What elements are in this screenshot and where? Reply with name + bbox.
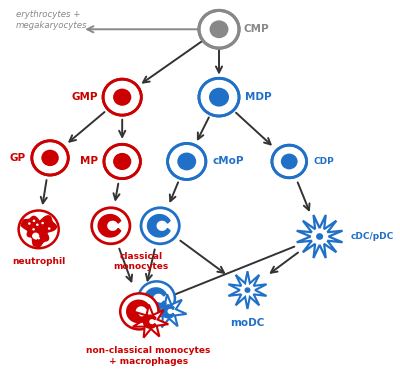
Text: MDP: MDP <box>245 92 272 102</box>
Text: CMP: CMP <box>244 24 269 34</box>
Polygon shape <box>133 304 168 338</box>
Polygon shape <box>297 215 342 258</box>
Circle shape <box>37 237 40 239</box>
Circle shape <box>120 293 158 330</box>
Polygon shape <box>127 300 149 323</box>
Text: classical
monocytes: classical monocytes <box>113 252 168 271</box>
Text: GP: GP <box>9 153 25 163</box>
Circle shape <box>48 227 50 230</box>
Circle shape <box>210 20 228 38</box>
Text: erythrocytes +
megakaryocytes: erythrocytes + megakaryocytes <box>16 10 87 30</box>
Circle shape <box>32 232 39 239</box>
Circle shape <box>41 222 44 224</box>
Circle shape <box>244 287 250 293</box>
Text: GMP: GMP <box>71 92 98 102</box>
Text: neutrophil: neutrophil <box>12 257 65 266</box>
Polygon shape <box>21 216 56 246</box>
Circle shape <box>37 146 63 170</box>
Text: non-classical monocytes
+ macrophages: non-classical monocytes + macrophages <box>86 346 211 366</box>
Text: cDC/pDC: cDC/pDC <box>350 232 394 241</box>
Circle shape <box>32 141 68 175</box>
Circle shape <box>32 228 35 231</box>
Circle shape <box>141 208 179 244</box>
Circle shape <box>110 149 135 173</box>
Circle shape <box>277 150 301 173</box>
Circle shape <box>41 150 59 166</box>
Polygon shape <box>148 215 170 237</box>
Circle shape <box>109 85 136 110</box>
Circle shape <box>199 10 239 48</box>
Circle shape <box>33 220 35 222</box>
Polygon shape <box>151 294 186 327</box>
Circle shape <box>209 88 229 107</box>
Polygon shape <box>143 315 156 328</box>
Circle shape <box>281 154 298 169</box>
Circle shape <box>168 144 206 179</box>
Circle shape <box>36 224 39 226</box>
Circle shape <box>205 84 233 110</box>
Circle shape <box>205 16 233 42</box>
Circle shape <box>35 237 37 239</box>
Circle shape <box>104 144 140 179</box>
Circle shape <box>103 79 141 115</box>
Circle shape <box>173 149 200 174</box>
Circle shape <box>316 233 323 240</box>
Circle shape <box>92 208 130 244</box>
Circle shape <box>113 153 131 170</box>
Circle shape <box>272 145 306 178</box>
Circle shape <box>138 282 175 315</box>
Text: moDC: moDC <box>230 318 265 328</box>
Circle shape <box>199 78 239 116</box>
Polygon shape <box>162 305 174 318</box>
Polygon shape <box>98 215 121 237</box>
Circle shape <box>19 210 59 248</box>
Text: MP: MP <box>80 156 98 166</box>
Text: cMoP: cMoP <box>212 156 244 166</box>
Text: CDP: CDP <box>314 157 335 166</box>
Circle shape <box>113 89 131 106</box>
Circle shape <box>177 152 196 170</box>
Circle shape <box>28 222 31 225</box>
Polygon shape <box>228 271 266 309</box>
Polygon shape <box>145 288 166 309</box>
